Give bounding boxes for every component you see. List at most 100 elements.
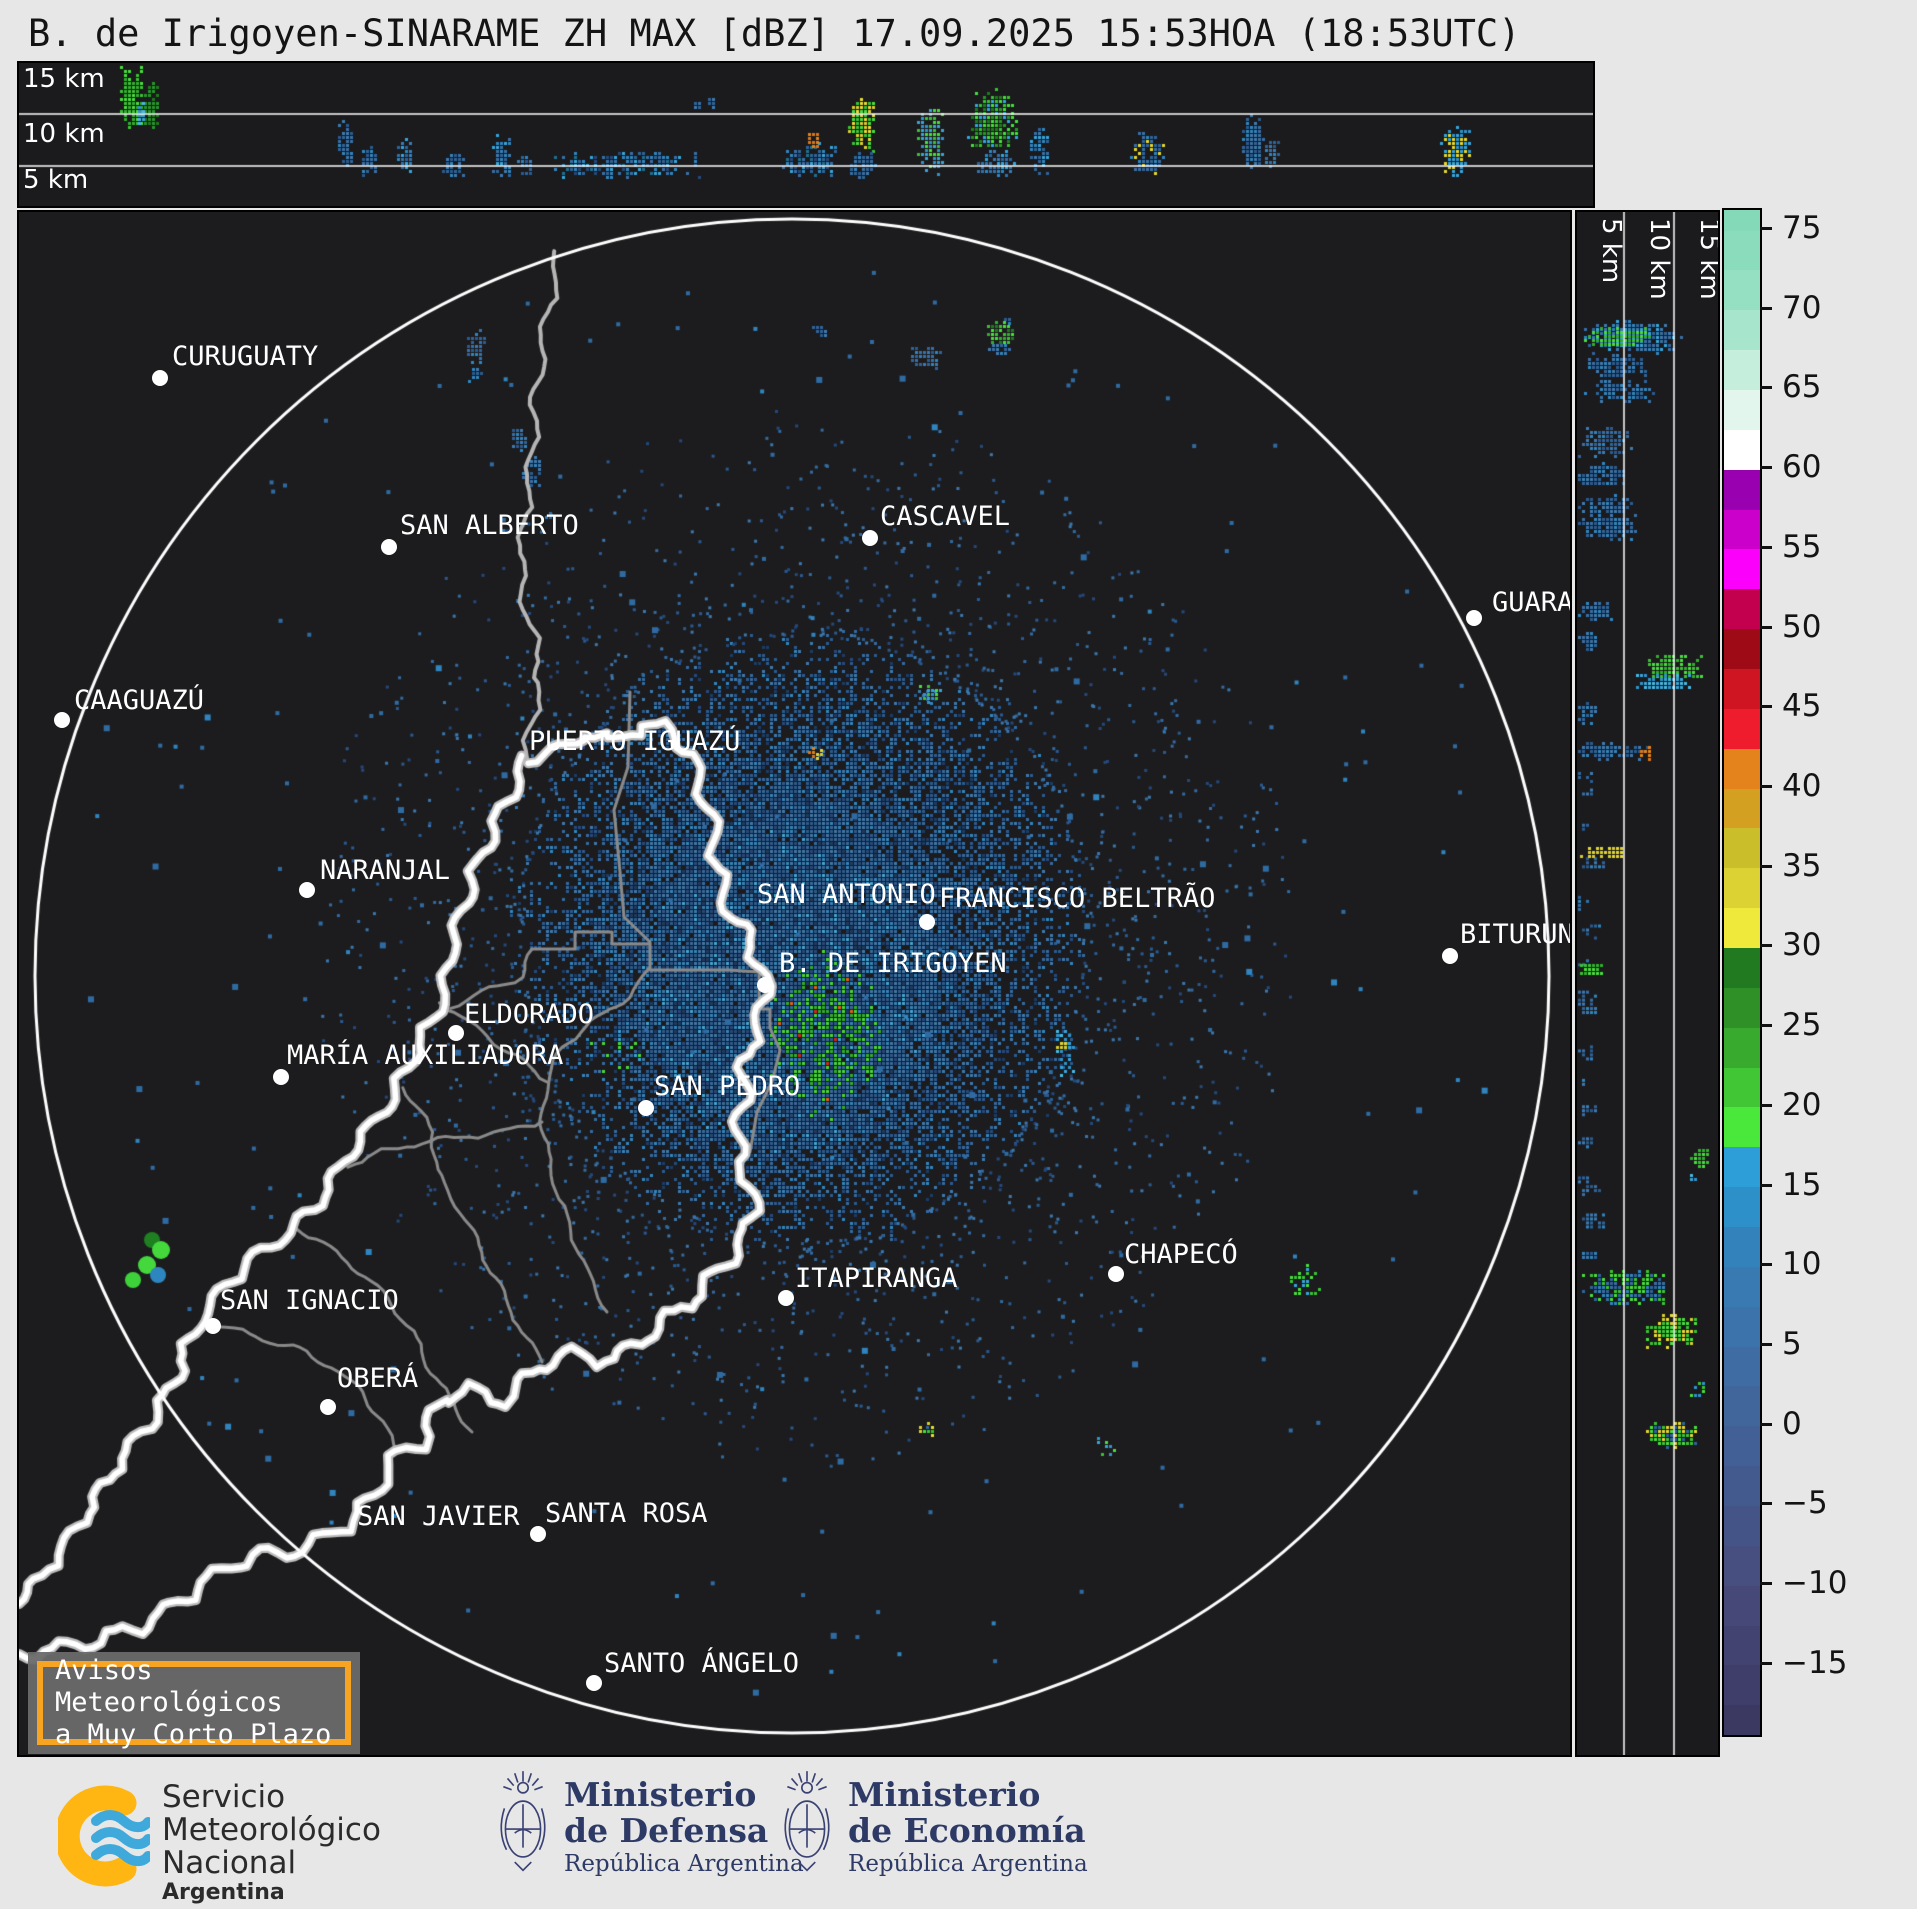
colorbar-segment — [1724, 429, 1760, 470]
colorbar-tick-label: 55 — [1782, 528, 1822, 565]
colorbar-tick-label: 15 — [1782, 1166, 1822, 1203]
aviso-box: Avisos Meteorológicos a Muy Corto Plazo — [28, 1652, 360, 1754]
city-label: OBERÁ — [337, 1363, 419, 1394]
altitude-label-10km: 10 km — [23, 119, 105, 149]
top-cross-section-canvas — [19, 63, 1593, 206]
city-dot — [1108, 1266, 1124, 1282]
colorbar-tick — [1760, 1502, 1772, 1506]
city-dot — [586, 1675, 602, 1691]
colorbar-segment — [1724, 867, 1760, 909]
ministry-economia-logo: Ministerio de Economía República Argenti… — [776, 1769, 1088, 1887]
colorbar-tick — [1760, 1661, 1772, 1665]
coat-of-arms-icon — [500, 1771, 546, 1872]
footer: Servicio Meteorológico Nacional Argentin… — [0, 1759, 1917, 1909]
colorbar-segment — [1724, 508, 1760, 550]
city-dot — [638, 1100, 654, 1116]
colorbar-segment — [1724, 1624, 1760, 1666]
colorbar-tick-label: 0 — [1782, 1405, 1802, 1442]
top-cross-section-panel: 15 km 10 km 5 km — [17, 61, 1595, 208]
colorbar-tick-label: 40 — [1782, 767, 1822, 804]
colorbar-tick-label: 30 — [1782, 927, 1822, 964]
city-label: SANTO ÁNGELO — [604, 1648, 800, 1679]
colorbar-segment — [1724, 349, 1760, 390]
ministry-defensa-logo: Ministerio de Defensa República Argentin… — [492, 1769, 804, 1887]
colorbar-segment — [1724, 947, 1760, 988]
city-label: SAN PEDRO — [654, 1071, 801, 1102]
colorbar-segment — [1724, 1664, 1760, 1706]
city-dot — [320, 1399, 336, 1415]
colorbar-tick-label: 75 — [1782, 209, 1822, 246]
colorbar-segment — [1724, 1066, 1760, 1108]
colorbar-segment — [1724, 827, 1760, 869]
altitude-label-5km-right: 5 km — [1596, 218, 1626, 284]
colorbar-tick-label: 45 — [1782, 688, 1822, 725]
city-label: ELDORADO — [464, 999, 595, 1030]
smn-logo-icon — [58, 1785, 150, 1887]
colorbar-segment — [1724, 628, 1760, 669]
colorbar-segment — [1724, 548, 1760, 590]
altitude-label-15km-right: 15 km — [1694, 218, 1720, 300]
city-dot — [152, 370, 168, 386]
city-dot — [299, 882, 315, 898]
smn-text-line1: Servicio — [162, 1779, 286, 1815]
ministry-economia-subtitle: de Economía — [848, 1811, 1086, 1850]
aviso-box-frame: Avisos Meteorológicos a Muy Corto Plazo — [37, 1655, 351, 1750]
city-dot — [1442, 948, 1458, 964]
colorbar-segment — [1724, 1266, 1760, 1307]
city-label: SANTA ROSA — [545, 1498, 708, 1529]
colorbar-segment — [1724, 787, 1760, 829]
colorbar-tick-label: 50 — [1782, 608, 1822, 645]
altitude-label-15km: 15 km — [23, 64, 105, 94]
city-dot — [530, 1526, 546, 1542]
colorbar-tick-label: 70 — [1782, 289, 1822, 326]
colorbar-segment — [1724, 1585, 1760, 1626]
radar-map-canvas — [19, 212, 1570, 1755]
city-label: CASCAVEL — [880, 501, 1011, 532]
colorbar-tick — [1760, 386, 1772, 390]
colorbar-segment — [1724, 1226, 1760, 1267]
city-label: SAN JAVIER — [357, 1501, 520, 1532]
city-label: CAAGUAZÚ — [74, 685, 205, 716]
reflectivity-colorbar — [1722, 208, 1762, 1737]
colorbar-tick — [1760, 1422, 1772, 1426]
colorbar-tick — [1760, 306, 1772, 310]
altitude-label-5km: 5 km — [23, 165, 89, 195]
colorbar-tick — [1760, 784, 1772, 788]
colorbar-segment — [1724, 588, 1760, 630]
right-cross-section-canvas — [1577, 212, 1718, 1755]
city-dot — [54, 712, 70, 728]
city-dot — [1466, 610, 1482, 626]
colorbar-tick-label: 5 — [1782, 1325, 1802, 1362]
city-label: CHAPECÓ — [1124, 1239, 1238, 1270]
smn-text-country: Argentina — [162, 1880, 285, 1905]
radar-map-panel: CURUGUATY SAN ALBERTO CASCAVEL CAAGUAZÚ PUER… — [17, 210, 1572, 1757]
ministry-defensa-subtitle: de Defensa — [564, 1811, 769, 1850]
colorbar-segment — [1724, 269, 1760, 311]
city-label: CURUGUATY — [172, 341, 319, 372]
city-dot — [919, 914, 935, 930]
colorbar-tick-label: 35 — [1782, 847, 1822, 884]
city-label: B. DE IRIGOYEN — [779, 948, 1007, 979]
colorbar-tick — [1760, 1342, 1772, 1346]
colorbar-tick-label: 20 — [1782, 1086, 1822, 1123]
colorbar-tick-label: −10 — [1782, 1565, 1848, 1602]
altitude-label-10km-right: 10 km — [1644, 218, 1674, 300]
colorbar-tick-label: −5 — [1782, 1485, 1828, 1522]
colorbar-tick-label: −15 — [1782, 1644, 1848, 1681]
colorbar-tick — [1760, 466, 1772, 470]
colorbar-tick-label: 65 — [1782, 369, 1822, 406]
ministry-defensa-caption: República Argentina — [564, 1851, 804, 1877]
smn-logo: Servicio Meteorológico Nacional Argentin… — [58, 1781, 381, 1906]
smn-text-line3: Nacional — [162, 1845, 297, 1881]
colorbar-segment — [1724, 229, 1760, 271]
colorbar-segment — [1724, 1345, 1760, 1387]
city-dot — [862, 530, 878, 546]
aviso-line-2: a Muy Corto Plazo — [55, 1719, 332, 1750]
city-dot — [381, 539, 397, 555]
city-dot — [205, 1318, 221, 1334]
city-dot — [448, 1025, 464, 1041]
aviso-line-1: Avisos Meteorológicos — [55, 1655, 283, 1718]
colorbar-segment — [1724, 708, 1760, 749]
city-label: SAN IGNACIO — [220, 1285, 399, 1316]
